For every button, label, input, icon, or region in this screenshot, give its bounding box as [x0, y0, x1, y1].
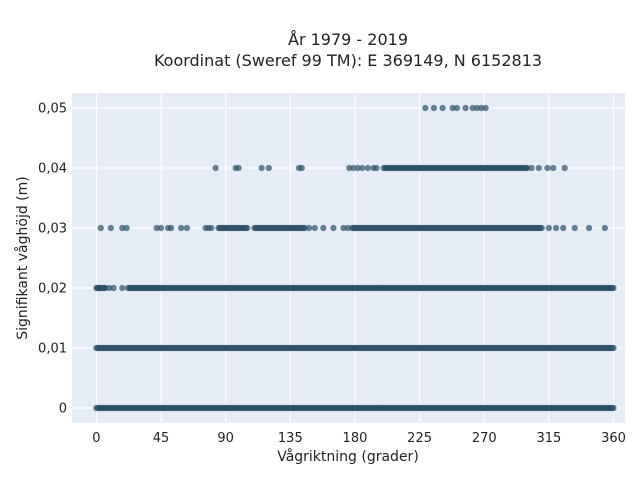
- y-tick-label: 0,01: [38, 342, 67, 357]
- data-point: [110, 284, 117, 292]
- data-point: [430, 104, 438, 112]
- y-tick-label: 0,03: [38, 222, 67, 237]
- data-point: [571, 224, 578, 232]
- data-points: [93, 104, 617, 412]
- data-point: [212, 164, 219, 172]
- data-point: [544, 164, 551, 172]
- data-point: [320, 224, 327, 232]
- data-point: [545, 224, 553, 232]
- data-point: [208, 224, 215, 232]
- data-point: [298, 164, 306, 172]
- data-point: [559, 224, 567, 232]
- x-tick-label: 360: [601, 431, 626, 446]
- data-point: [330, 224, 337, 232]
- data-point: [561, 164, 568, 172]
- data-point: [243, 224, 251, 232]
- data-point: [127, 284, 135, 292]
- data-point: [107, 224, 115, 232]
- x-axis-label: Vågriktning (grader): [277, 448, 419, 465]
- data-point: [97, 224, 104, 232]
- y-tick-label: 0: [59, 402, 67, 417]
- y-tick-label: 0,04: [38, 162, 67, 177]
- x-tick-label: 45: [153, 431, 170, 446]
- y-tick-label: 0,02: [38, 282, 67, 297]
- y-axis-label: Signifikant våghöjd (m): [14, 176, 31, 339]
- data-point: [157, 224, 165, 232]
- data-point: [258, 164, 265, 172]
- x-tick-label: 90: [217, 431, 234, 446]
- data-point: [167, 224, 175, 232]
- chart-subtitle: Koordinat (Sweref 99 TM): E 369149, N 61…: [154, 51, 542, 70]
- data-point: [177, 224, 185, 232]
- data-point: [610, 404, 617, 412]
- data-point: [535, 164, 543, 172]
- data-point: [549, 164, 557, 172]
- data-point: [439, 104, 446, 112]
- data-point: [119, 284, 126, 292]
- x-tick-label: 135: [278, 431, 303, 446]
- data-point: [358, 164, 366, 172]
- data-point: [610, 344, 617, 352]
- x-tick-labels: 0 45 90 135 180 225 270 315 360: [92, 431, 626, 446]
- data-point: [610, 284, 617, 292]
- data-point: [453, 104, 461, 112]
- data-point: [150, 284, 158, 292]
- data-point: [552, 224, 560, 232]
- x-tick-label: 225: [407, 431, 432, 446]
- data-point: [373, 164, 380, 172]
- x-tick-label: 315: [536, 431, 561, 446]
- data-point: [305, 224, 313, 232]
- y-tick-label: 0,05: [38, 102, 67, 117]
- plot-area: [72, 93, 625, 423]
- data-point: [585, 224, 593, 232]
- data-point: [482, 104, 489, 112]
- data-point: [311, 224, 318, 232]
- data-point: [528, 164, 535, 172]
- data-point: [265, 164, 273, 172]
- y-tick-labels: 0 0,01 0,02 0,03 0,04 0,05: [38, 102, 67, 417]
- data-point: [123, 224, 130, 232]
- x-tick-label: 270: [472, 431, 497, 446]
- data-point: [183, 224, 191, 232]
- data-point: [538, 224, 545, 232]
- x-tick-label: 180: [343, 431, 368, 446]
- x-tick-label: 0: [92, 431, 100, 446]
- data-point: [601, 224, 609, 232]
- data-point: [364, 164, 372, 172]
- chart-title: År 1979 - 2019: [288, 30, 408, 49]
- data-point: [344, 224, 352, 232]
- data-point: [462, 104, 469, 112]
- data-point: [235, 164, 242, 172]
- data-point: [422, 104, 429, 112]
